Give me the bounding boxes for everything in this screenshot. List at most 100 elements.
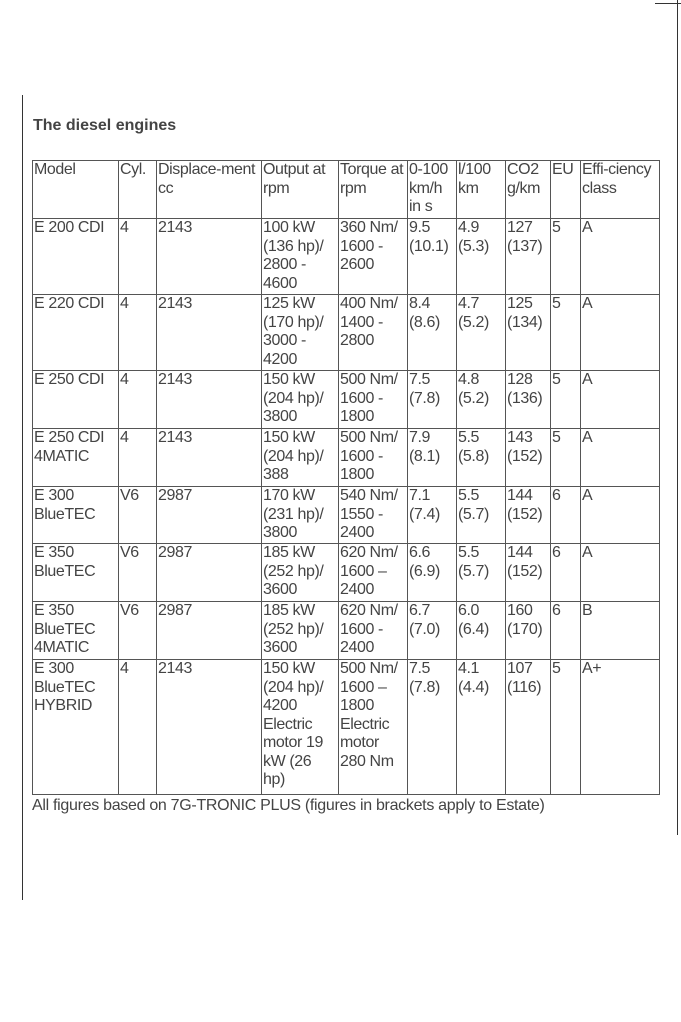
column-header: CO2 g/km <box>505 160 551 219</box>
table-cell: 5.5 (5.7) <box>456 486 506 544</box>
table-cell: 540 Nm/ 1550 - 2400 <box>338 486 408 544</box>
section-title: The diesel engines <box>33 117 177 134</box>
table-cell: 5 <box>550 659 581 795</box>
table-row: E 220 CDI 4 2143 125 kW (170 hp)/ 3000 - 42… <box>32 294 660 371</box>
table-cell: B <box>580 601 660 660</box>
table-cell: 4.7 (5.2) <box>456 294 506 371</box>
table-cell: 6 <box>550 486 581 544</box>
table-cell: A <box>580 428 660 487</box>
table-cell: 2987 <box>156 486 262 544</box>
table-cell: E 250 CDI 4MATIC <box>32 428 119 487</box>
column-header: Displace-ment cc <box>156 160 262 219</box>
table-cell: 5 <box>550 370 581 429</box>
table-cell: 144 (152) <box>505 486 551 544</box>
table-cell: 125 kW (170 hp)/ 3000 - 4200 <box>261 294 339 371</box>
table-cell: 6.0 (6.4) <box>456 601 506 660</box>
table-cell: 2143 <box>156 428 262 487</box>
table-row: E 250 CDI 4MATIC 4 2143 150 kW (204 hp)/ 38… <box>32 428 660 487</box>
table-row: E 250 CDI 4 2143 150 kW (204 hp)/ 3800 500 N… <box>32 370 660 429</box>
table-cell: 2143 <box>156 370 262 429</box>
table-cell: 2987 <box>156 601 262 660</box>
table-cell: 5 <box>550 218 581 295</box>
table-cell: 107 (116) <box>505 659 551 795</box>
table-cell: A <box>580 294 660 371</box>
table-cell: 5.5 (5.8) <box>456 428 506 487</box>
table-cell: 6.6 (6.9) <box>407 543 457 602</box>
table-cell: A+ <box>580 659 660 795</box>
table-header-row: Model Cyl. Displace-ment cc Output at rpm To… <box>32 160 660 219</box>
table-cell: 7.5 (7.8) <box>407 370 457 429</box>
table-cell: 144 (152) <box>505 543 551 602</box>
table-cell: 100 kW (136 hp)/ 2800 - 4600 <box>261 218 339 295</box>
table-row: E 350 BlueTEC V6 2987 185 kW (252 hp)/ 3600… <box>32 543 660 602</box>
table-cell: 500 Nm/ 1600 - 1800 <box>338 370 408 429</box>
column-header: Torque at rpm <box>338 160 408 219</box>
table-cell: 500 Nm/ 1600 – 1800 Electric motor 280 N… <box>338 659 408 795</box>
table-cell: 4 <box>118 428 157 487</box>
engine-table: Model Cyl. Displace-ment cc Output at rpm To… <box>32 160 660 795</box>
column-header: EU <box>550 160 581 219</box>
column-header: Model <box>32 160 119 219</box>
table-cell: 4.8 (5.2) <box>456 370 506 429</box>
table-cell: 6 <box>550 543 581 602</box>
column-header: Effi-ciency class <box>580 160 660 219</box>
table-cell: 143 (152) <box>505 428 551 487</box>
table-cell: 5 <box>550 428 581 487</box>
table-cell: 5.5 (5.7) <box>456 543 506 602</box>
table-cell: 2987 <box>156 543 262 602</box>
table-cell: E 250 CDI <box>32 370 119 429</box>
table-cell: 7.5 (7.8) <box>407 659 457 795</box>
table-cell: 150 kW (204 hp)/ 4200 Electric motor 19 … <box>261 659 339 795</box>
table-cell: 150 kW (204 hp)/ 3800 <box>261 370 339 429</box>
table-cell: 9.5 (10.1) <box>407 218 457 295</box>
table-cell: E 350 BlueTEC <box>32 543 119 602</box>
table-cell: 6 <box>550 601 581 660</box>
table-cell: V6 <box>118 601 157 660</box>
table-cell: 8.4 (8.6) <box>407 294 457 371</box>
table-cell: 6.7 (7.0) <box>407 601 457 660</box>
table-cell: E 200 CDI <box>32 218 119 295</box>
table-cell: 128 (136) <box>505 370 551 429</box>
column-header: 0-100 km/h in s <box>407 160 457 219</box>
table-cell: 2143 <box>156 218 262 295</box>
table-cell: 150 kW (204 hp)/ 388 <box>261 428 339 487</box>
table-cell: 620 Nm/ 1600 - 2400 <box>338 601 408 660</box>
table-cell: A <box>580 218 660 295</box>
table-cell: 127 (137) <box>505 218 551 295</box>
table-cell: 7.9 (8.1) <box>407 428 457 487</box>
table-cell: 170 kW (231 hp)/ 3800 <box>261 486 339 544</box>
table-cell: A <box>580 486 660 544</box>
table-cell: E 300 BlueTEC <box>32 486 119 544</box>
table-cell: 185 kW (252 hp)/ 3600 <box>261 601 339 660</box>
table-row: E 200 CDI 4 2143 100 kW (136 hp)/ 2800 - 46… <box>32 218 660 295</box>
table-cell: 4.1 (4.4) <box>456 659 506 795</box>
table-cell: 160 (170) <box>505 601 551 660</box>
table-cell: 4 <box>118 659 157 795</box>
table-cell: 185 kW (252 hp)/ 3600 <box>261 543 339 602</box>
table-cell: 620 Nm/ 1600 – 2400 <box>338 543 408 602</box>
top-corner-line <box>655 3 681 4</box>
table-cell: 360 Nm/ 1600 - 2600 <box>338 218 408 295</box>
column-header: l/100 km <box>456 160 506 219</box>
table-cell: A <box>580 543 660 602</box>
footnote: All figures based on 7G-TRONIC PLUS (fig… <box>32 797 545 814</box>
table-cell: 125 (134) <box>505 294 551 371</box>
table-cell: 500 Nm/ 1600 - 1800 <box>338 428 408 487</box>
table-row: E 300 BlueTEC HYBRID 4 2143 150 kW (204 hp)… <box>32 659 660 795</box>
table-cell: 2143 <box>156 294 262 371</box>
table-row: E 350 BlueTEC 4MATIC V6 2987 185 kW (252 hp… <box>32 601 660 660</box>
column-header: Output at rpm <box>261 160 339 219</box>
right-border-line <box>677 0 678 835</box>
table-cell: E 300 BlueTEC HYBRID <box>32 659 119 795</box>
table-cell: E 350 BlueTEC 4MATIC <box>32 601 119 660</box>
table-cell: 4 <box>118 218 157 295</box>
left-border-line <box>22 95 23 900</box>
table-cell: 4.9 (5.3) <box>456 218 506 295</box>
column-header: Cyl. <box>118 160 157 219</box>
table-cell: V6 <box>118 486 157 544</box>
table-cell: 4 <box>118 294 157 371</box>
table-cell: A <box>580 370 660 429</box>
table-cell: 5 <box>550 294 581 371</box>
table-cell: E 220 CDI <box>32 294 119 371</box>
table-cell: V6 <box>118 543 157 602</box>
